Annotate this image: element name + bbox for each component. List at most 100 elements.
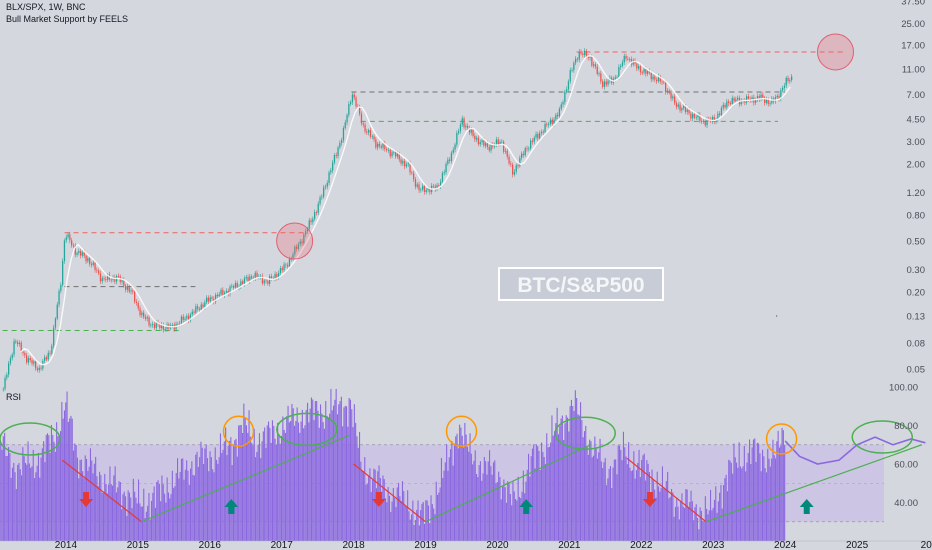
candle-body [22,351,24,353]
rsi-bar [0,443,2,541]
candle-body [177,323,179,325]
rsi-bar [474,450,476,541]
rsi-bar [596,458,598,541]
rsi-bar [625,456,627,541]
rsi-bar [239,425,241,541]
rsi-bar [624,447,626,541]
arrow-up-icon [799,499,814,514]
rsi-bar [335,388,337,541]
rsi-bar [645,480,647,541]
candle-body [141,312,143,316]
candle-body [578,51,580,60]
rsi-bar [508,482,510,541]
candle-body [260,276,262,277]
rsi-bar [724,478,726,541]
rsi-bar [574,390,576,541]
rsi-bar [586,446,588,541]
rsi-bar [576,398,578,541]
time-axis-tick: 2017 [271,540,294,550]
candle-body [764,97,766,103]
tiny-mark: ′ [776,314,778,323]
rsi-bar [606,485,608,541]
rsi-bar [528,453,530,541]
watermark-box [498,267,664,301]
rsi-bar [764,468,766,541]
rsi-bar [119,482,121,541]
candle-body [780,90,782,99]
rsi-bar [481,480,483,541]
rsi-bar [658,486,660,541]
rsi-bar [737,467,739,541]
rsi-bar [632,470,634,541]
candle-body [107,274,109,280]
arrow-up-icon [224,499,239,514]
rsi-bar [626,464,628,541]
rsi-bar [390,511,392,541]
candle-body [620,65,622,68]
price-axis-tick: 0.05 [907,365,926,376]
candle-body [526,148,528,150]
rsi-bar [723,485,725,541]
rsi-bar [256,452,258,541]
candle-body [395,152,397,157]
candle-body [441,172,444,182]
rsi-bar [320,404,322,541]
rsi-bar [118,481,120,541]
candle-body [200,304,202,310]
rsi-bar [490,466,492,541]
candle-body [515,165,517,172]
candle-body [758,96,760,100]
rsi-bar [266,425,268,541]
candle-body [206,297,208,303]
rsi-bar [244,418,246,541]
rsi-bar [67,421,69,541]
rsi-bar [655,497,657,541]
candle-body [681,108,683,111]
candle-body [549,119,552,125]
rsi-bar [529,476,531,541]
rsi-bar [629,467,631,541]
candle-body [558,108,561,117]
rsi-bar [229,440,231,541]
rsi-bar [691,501,693,541]
rsi-bar [573,411,575,541]
rsi-highlight-ellipse [851,420,913,454]
candle-body [557,114,559,117]
time-axis-tick: 2025 [846,540,869,550]
candle-body [490,144,492,151]
candle-body [396,153,399,157]
rsi-bar [403,491,405,541]
candle-body [409,163,411,173]
candle-body [647,71,649,74]
rsi-bar [599,438,601,541]
rsi-bar [405,506,407,541]
rsi-bar [78,478,80,541]
rsi-bar [173,487,175,541]
rsi-bar [560,418,562,541]
candle-body [364,124,366,132]
rsi-bar [361,471,363,541]
candle-body [452,149,454,153]
candle-body [488,147,490,151]
rsi-bar [654,489,656,541]
candle-body [436,185,438,190]
rsi-bar [604,458,606,541]
rsi-bar [710,489,712,541]
candle-body [135,301,138,303]
candle-body [728,101,730,103]
rsi-bar [88,466,90,541]
rsi-bar [343,407,345,541]
bull-market-support-line [20,54,791,366]
rsi-bar [607,478,609,541]
rsi-bar [132,478,134,541]
rsi-bar [27,441,29,541]
rsi-bar [182,458,184,541]
rsi-bar [32,449,34,541]
rsi-bar [538,450,540,541]
rsi-bar [326,415,328,541]
candle-body [92,262,94,265]
candle-body [350,102,352,105]
rsi-bar [65,402,67,541]
rsi-bar [577,414,579,541]
